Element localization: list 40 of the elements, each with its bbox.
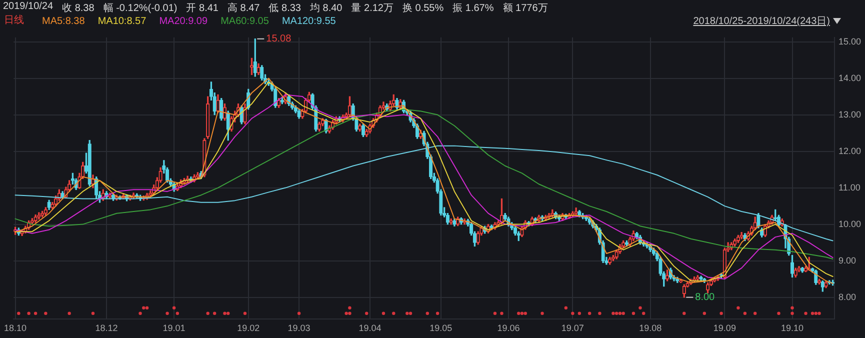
x-tick-label: 19.05 xyxy=(430,323,452,334)
x-tick-label: 18.10 xyxy=(4,323,27,334)
x-tick-label: 19.03 xyxy=(288,323,310,334)
text: MA5:8.38 xyxy=(42,16,85,26)
text: 换 0.55% xyxy=(402,2,444,14)
x-tick-label: 19.02 xyxy=(237,323,260,334)
text: 量 2.12万 xyxy=(351,2,394,14)
text: 开 8.41 xyxy=(186,2,218,14)
x-tick-label: 19.07 xyxy=(561,323,584,334)
y-tick-label: 10.00 xyxy=(838,218,862,229)
text: 日线 xyxy=(3,15,25,26)
y-tick-label: 11.00 xyxy=(838,182,860,192)
text: MA60:9.05 xyxy=(220,16,269,26)
annotation: 8.00 xyxy=(695,292,716,304)
annotation: 15.08 xyxy=(266,34,292,45)
text: 低 8.33 xyxy=(268,2,301,14)
x-tick-label: 19.06 xyxy=(497,323,520,334)
y-tick-label: 12.00 xyxy=(838,146,862,156)
text: 2019/10/24 xyxy=(3,1,54,14)
text: MA10:8.57 xyxy=(98,16,146,26)
y-tick-label: 8.00 xyxy=(838,292,856,302)
x-tick-label: 19.10 xyxy=(780,323,804,334)
x-tick-label: 19.08 xyxy=(639,323,662,334)
y-tick-label: 13.00 xyxy=(838,109,862,120)
text: MA120:9.55 xyxy=(282,16,336,26)
text: 均 8.40 xyxy=(310,2,342,14)
y-tick-label: 9.00 xyxy=(838,255,856,266)
text: 幅 -0.12%(-0.01) xyxy=(103,2,178,14)
text: 高 8.47 xyxy=(227,2,260,14)
y-tick-label: 14.00 xyxy=(838,72,862,83)
x-tick-label: 19.01 xyxy=(162,323,186,334)
text: 额 1776万 xyxy=(502,2,548,14)
x-tick-label: 19.04 xyxy=(358,323,382,334)
text: MA20:9.09 xyxy=(159,16,208,26)
x-tick-label: 19.09 xyxy=(713,323,736,334)
text: 收 8.38 xyxy=(62,2,94,14)
y-tick-label: 15.00 xyxy=(838,36,862,46)
text: 振 1.67% xyxy=(452,2,494,14)
x-tick-label: 18.12 xyxy=(95,323,118,334)
text: 2018/10/25-2019/10/24(243日) xyxy=(693,15,830,28)
